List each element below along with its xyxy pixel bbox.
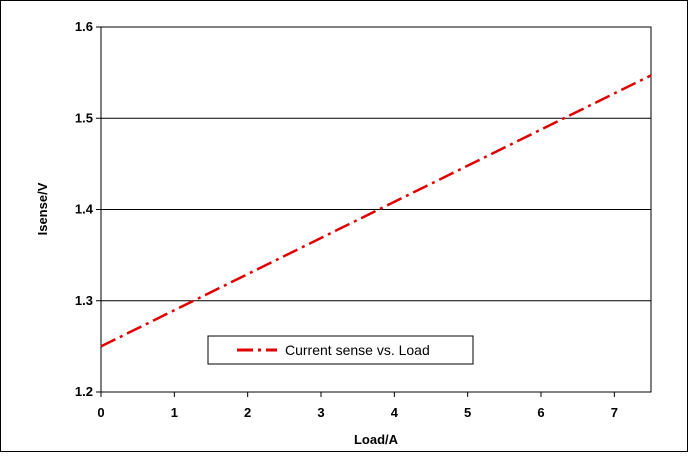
y-axis-label: Isense/V xyxy=(35,182,50,235)
x-tick-label-0: 0 xyxy=(97,405,104,420)
legend-label: Current sense vs. Load xyxy=(285,342,430,358)
series-layer xyxy=(100,74,652,348)
x-tick-label-4: 4 xyxy=(391,405,399,420)
y-tick-label-1.4: 1.4 xyxy=(75,202,94,217)
y-tick-label-1.6: 1.6 xyxy=(75,19,93,34)
x-tick-label-6: 6 xyxy=(537,405,544,420)
y-tick-label-1.5: 1.5 xyxy=(75,110,93,125)
y-tick-label-1.3: 1.3 xyxy=(75,293,93,308)
x-tick-label-7: 7 xyxy=(611,405,618,420)
x-axis-label: Load/A xyxy=(354,432,399,447)
y-tick-label-1.2: 1.2 xyxy=(75,384,93,399)
ticks: 1.2 1.3 1.4 1.5 1.6 0 1 2 3 4 5 6 7 xyxy=(75,19,618,420)
x-tick-label-2: 2 xyxy=(244,405,251,420)
x-tick-label-3: 3 xyxy=(317,405,324,420)
x-tick-label-1: 1 xyxy=(171,405,178,420)
series-line-0 xyxy=(100,74,652,348)
legend: Current sense vs. Load xyxy=(207,335,474,365)
x-tick-label-5: 5 xyxy=(464,405,471,420)
